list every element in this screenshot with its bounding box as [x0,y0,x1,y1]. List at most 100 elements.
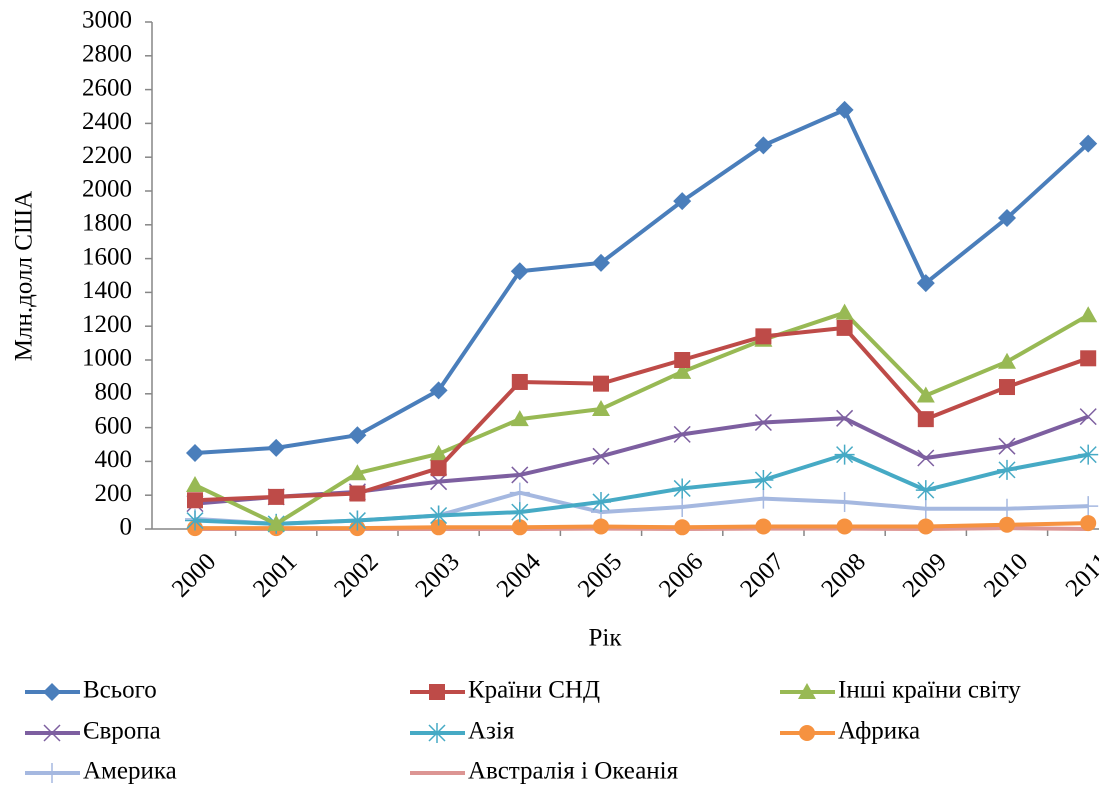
x-tick-label: 2003 [410,548,464,602]
legend-item: Австралія і Океанія [410,758,679,785]
y-tick-label: 3000 [82,7,132,34]
marker [754,413,772,432]
marker [916,274,935,293]
marker [186,476,204,493]
marker [591,491,611,512]
legend-label: Всього [83,677,157,704]
marker [593,518,609,535]
x-tick-label: 2004 [492,548,547,603]
marker [799,725,815,741]
marker [429,684,445,700]
x-tick-label: 2010 [979,548,1033,602]
marker [674,352,691,368]
marker [429,381,448,400]
marker [268,488,285,505]
legend-item: Європа [25,718,161,745]
marker [798,683,816,699]
marker [1079,134,1098,153]
x-tick-label: 2001 [248,548,302,602]
marker [511,466,529,484]
marker [427,723,447,743]
legend-item: Азія [410,718,515,745]
y-tick-label: 1400 [82,277,132,304]
marker [998,209,1016,228]
marker [672,497,693,518]
y-tick-label: 1200 [82,311,132,338]
marker [348,426,367,445]
marker [430,519,447,536]
y-tick-label: 2600 [82,74,132,101]
line [194,490,1089,526]
marker [998,352,1016,369]
marker [673,425,691,443]
marker [1080,350,1097,367]
marker [186,443,204,462]
marker [592,447,610,465]
marker [673,192,692,211]
y-tick-label: 1600 [82,243,132,270]
marker [915,480,936,501]
marker [430,473,448,491]
legend-label: Країни СНД [468,677,600,704]
marker [674,519,691,536]
x-tick-label: 2002 [329,548,383,602]
marker [187,492,203,509]
line [194,325,1089,503]
y-tick-label: 2800 [82,41,132,68]
marker [673,362,692,379]
y-tick-label: 800 [95,379,133,406]
marker [915,498,936,519]
marker [835,100,854,119]
marker [834,491,855,512]
y-tick-label: 600 [95,412,133,439]
x-tick-label: 2011 [1061,548,1099,602]
marker [753,488,774,509]
legend-label: Інші країни світу [838,677,1021,704]
legend-item: Всього [25,677,157,704]
marker [510,410,529,427]
marker [511,519,528,536]
marker [511,373,528,390]
marker [672,478,693,499]
marker [348,464,367,481]
marker [593,375,609,392]
y-tick-label: 2000 [82,176,132,203]
marker [916,386,935,403]
line [194,107,1090,455]
line [195,521,1089,531]
x-tick-label: 2000 [167,548,221,602]
marker [185,510,205,531]
x-tick-label: 2008 [816,548,870,602]
legend-item: Америка [25,758,177,785]
marker [1079,408,1097,426]
marker [1079,306,1098,323]
line [194,452,1089,526]
x-tick-label: 2009 [898,548,952,602]
y-tick-label: 200 [95,480,133,507]
legend-item: Інші країни світу [780,677,1021,704]
marker [509,482,530,503]
marker [592,400,610,417]
marker [917,518,934,535]
marker [267,514,286,531]
x-tick-label: 2006 [654,548,708,602]
marker [836,409,854,427]
marker [509,502,530,523]
marker [1080,515,1097,532]
marker [428,505,449,526]
marker [834,444,855,465]
marker [43,683,61,701]
legend-label: Америка [83,758,177,785]
marker [997,459,1017,480]
line [194,310,1090,526]
x-tick-label: 2005 [573,548,627,602]
marker [267,438,286,457]
marker [753,469,774,490]
marker [754,136,773,155]
marker [592,253,610,272]
legend-label: Африка [838,718,920,745]
marker [429,444,448,461]
marker [997,498,1017,519]
marker [1078,444,1099,465]
